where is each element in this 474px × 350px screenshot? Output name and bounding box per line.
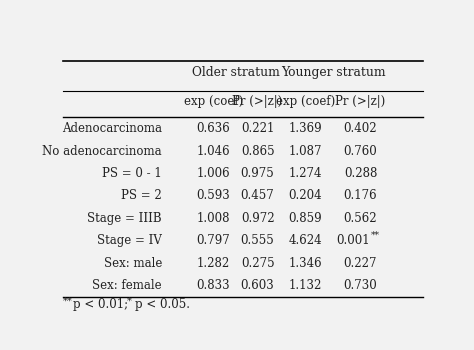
Text: Sex: male: Sex: male: [104, 257, 162, 270]
Text: 0.402: 0.402: [344, 122, 377, 135]
Text: **: **: [371, 230, 380, 239]
Text: exp (coef): exp (coef): [184, 95, 243, 108]
Text: 0.275: 0.275: [241, 257, 274, 270]
Text: 0.457: 0.457: [241, 189, 274, 202]
Text: 0.730: 0.730: [344, 279, 377, 292]
Text: 0.221: 0.221: [241, 122, 274, 135]
Text: 0.555: 0.555: [241, 234, 274, 247]
Text: 1.046: 1.046: [197, 145, 230, 158]
Text: **: **: [63, 297, 73, 306]
Text: Pr (>|z|): Pr (>|z|): [335, 95, 386, 108]
Text: 1.132: 1.132: [289, 279, 322, 292]
Text: 1.087: 1.087: [289, 145, 322, 158]
Text: 1.274: 1.274: [289, 167, 322, 180]
Text: 0.975: 0.975: [241, 167, 274, 180]
Text: PS = 0 - 1: PS = 0 - 1: [102, 167, 162, 180]
Text: 0.603: 0.603: [241, 279, 274, 292]
Text: Stage = IV: Stage = IV: [97, 234, 162, 247]
Text: 0.859: 0.859: [289, 212, 322, 225]
Text: 0.288: 0.288: [344, 167, 377, 180]
Text: 1.369: 1.369: [289, 122, 322, 135]
Text: 0.797: 0.797: [197, 234, 230, 247]
Text: 0.865: 0.865: [241, 145, 274, 158]
Text: 0.972: 0.972: [241, 212, 274, 225]
Text: Adenocarcinoma: Adenocarcinoma: [62, 122, 162, 135]
Text: 0.001: 0.001: [337, 234, 370, 247]
Text: exp (coef): exp (coef): [276, 95, 335, 108]
Text: p < 0.05.: p < 0.05.: [135, 298, 190, 311]
Text: 0.636: 0.636: [197, 122, 230, 135]
Text: 0.227: 0.227: [344, 257, 377, 270]
Text: Younger stratum: Younger stratum: [281, 66, 385, 79]
Text: 1.006: 1.006: [197, 167, 230, 180]
Text: 0.593: 0.593: [197, 189, 230, 202]
Text: 1.008: 1.008: [197, 212, 230, 225]
Text: 0.760: 0.760: [344, 145, 377, 158]
Text: p < 0.01;: p < 0.01;: [73, 298, 136, 311]
Text: 0.204: 0.204: [289, 189, 322, 202]
Text: 0.562: 0.562: [344, 212, 377, 225]
Text: Pr (>|z|): Pr (>|z|): [232, 95, 283, 108]
Text: 1.282: 1.282: [197, 257, 230, 270]
Text: 0.176: 0.176: [344, 189, 377, 202]
Text: Sex: female: Sex: female: [92, 279, 162, 292]
Text: PS = 2: PS = 2: [121, 189, 162, 202]
Text: *: *: [127, 297, 132, 306]
Text: 4.624: 4.624: [289, 234, 322, 247]
Text: No adenocarcinoma: No adenocarcinoma: [43, 145, 162, 158]
Text: Stage = IIIB: Stage = IIIB: [88, 212, 162, 225]
Text: Older stratum: Older stratum: [191, 66, 280, 79]
Text: 0.833: 0.833: [197, 279, 230, 292]
Text: 1.346: 1.346: [289, 257, 322, 270]
